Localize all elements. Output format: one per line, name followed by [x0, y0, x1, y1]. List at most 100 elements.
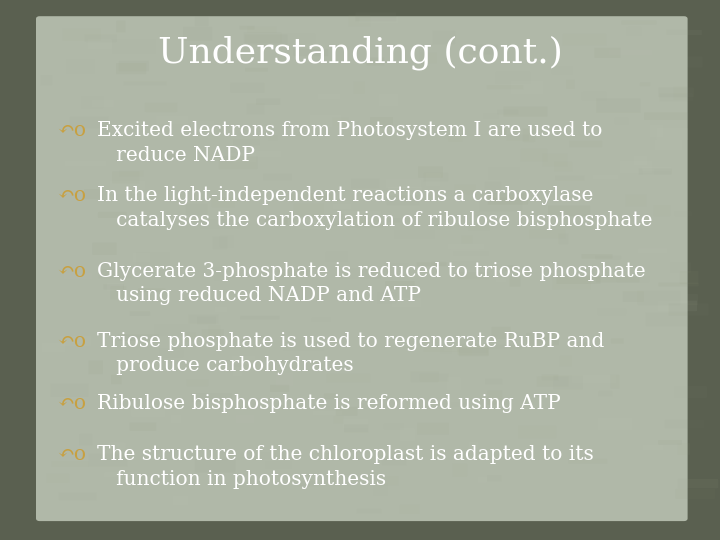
FancyBboxPatch shape — [642, 166, 671, 171]
Text: In the light-independent reactions a carboxylase
   catalyses the carboxylation : In the light-independent reactions a car… — [97, 186, 653, 230]
FancyBboxPatch shape — [572, 375, 616, 383]
FancyBboxPatch shape — [469, 225, 490, 231]
FancyBboxPatch shape — [104, 472, 138, 477]
FancyBboxPatch shape — [379, 93, 398, 106]
FancyBboxPatch shape — [385, 281, 415, 289]
FancyBboxPatch shape — [366, 57, 384, 66]
FancyBboxPatch shape — [680, 271, 698, 284]
FancyBboxPatch shape — [423, 173, 448, 181]
FancyBboxPatch shape — [247, 103, 264, 114]
FancyBboxPatch shape — [156, 116, 189, 125]
FancyBboxPatch shape — [46, 474, 69, 483]
FancyBboxPatch shape — [356, 12, 396, 21]
FancyBboxPatch shape — [318, 93, 340, 99]
FancyBboxPatch shape — [497, 110, 518, 114]
Text: Ribulose bisphosphate is reformed using ATP: Ribulose bisphosphate is reformed using … — [97, 394, 561, 413]
FancyBboxPatch shape — [459, 348, 489, 356]
FancyBboxPatch shape — [503, 106, 548, 117]
FancyBboxPatch shape — [79, 434, 92, 445]
FancyBboxPatch shape — [343, 211, 381, 216]
FancyBboxPatch shape — [596, 98, 641, 113]
FancyBboxPatch shape — [265, 216, 287, 224]
FancyBboxPatch shape — [417, 423, 449, 435]
FancyBboxPatch shape — [505, 265, 517, 271]
FancyBboxPatch shape — [523, 129, 535, 142]
FancyBboxPatch shape — [40, 75, 53, 85]
FancyBboxPatch shape — [296, 219, 324, 229]
FancyBboxPatch shape — [232, 356, 255, 364]
FancyBboxPatch shape — [643, 168, 654, 176]
Text: Glycerate 3-phosphate is reduced to triose phosphate
   using reduced NADP and A: Glycerate 3-phosphate is reduced to trio… — [97, 262, 646, 305]
FancyBboxPatch shape — [678, 479, 719, 488]
FancyBboxPatch shape — [330, 214, 345, 226]
FancyBboxPatch shape — [336, 407, 358, 416]
FancyBboxPatch shape — [495, 278, 506, 282]
Text: ↶o: ↶o — [58, 446, 86, 464]
FancyBboxPatch shape — [510, 81, 544, 94]
FancyBboxPatch shape — [510, 276, 521, 287]
FancyBboxPatch shape — [444, 339, 457, 352]
FancyBboxPatch shape — [294, 49, 328, 56]
FancyBboxPatch shape — [245, 35, 287, 44]
FancyBboxPatch shape — [195, 17, 209, 26]
Text: ↶o: ↶o — [58, 262, 86, 281]
FancyBboxPatch shape — [263, 173, 292, 180]
FancyBboxPatch shape — [669, 303, 708, 316]
FancyBboxPatch shape — [639, 168, 672, 174]
FancyBboxPatch shape — [553, 375, 583, 389]
FancyBboxPatch shape — [60, 335, 91, 347]
FancyBboxPatch shape — [52, 461, 89, 467]
FancyBboxPatch shape — [42, 343, 65, 353]
FancyBboxPatch shape — [623, 291, 644, 302]
Text: Excited electrons from Photosystem I are used to
   reduce NADP: Excited electrons from Photosystem I are… — [97, 122, 603, 165]
FancyBboxPatch shape — [637, 291, 680, 305]
FancyBboxPatch shape — [400, 428, 415, 441]
FancyBboxPatch shape — [50, 384, 89, 397]
Text: ↶o: ↶o — [58, 186, 86, 205]
Text: ↶o: ↶o — [58, 332, 86, 351]
FancyBboxPatch shape — [657, 128, 688, 140]
FancyBboxPatch shape — [103, 284, 124, 289]
FancyBboxPatch shape — [256, 98, 280, 105]
FancyBboxPatch shape — [518, 426, 556, 438]
FancyBboxPatch shape — [469, 442, 478, 449]
FancyBboxPatch shape — [112, 171, 140, 184]
FancyBboxPatch shape — [194, 459, 235, 472]
Text: ↶o: ↶o — [58, 394, 86, 413]
FancyBboxPatch shape — [658, 440, 682, 444]
FancyBboxPatch shape — [233, 139, 260, 145]
FancyBboxPatch shape — [270, 384, 289, 392]
FancyBboxPatch shape — [529, 230, 565, 239]
FancyBboxPatch shape — [245, 68, 268, 72]
FancyBboxPatch shape — [197, 317, 216, 325]
FancyBboxPatch shape — [299, 480, 317, 487]
FancyBboxPatch shape — [596, 277, 639, 282]
FancyBboxPatch shape — [638, 248, 667, 253]
FancyBboxPatch shape — [658, 87, 694, 97]
FancyBboxPatch shape — [447, 377, 461, 390]
FancyBboxPatch shape — [246, 151, 281, 157]
FancyBboxPatch shape — [611, 375, 619, 389]
FancyBboxPatch shape — [165, 154, 184, 158]
FancyBboxPatch shape — [480, 197, 522, 211]
FancyBboxPatch shape — [107, 442, 126, 449]
Text: Understanding (cont.): Understanding (cont.) — [158, 35, 562, 70]
FancyBboxPatch shape — [344, 424, 368, 433]
FancyBboxPatch shape — [359, 17, 398, 23]
FancyBboxPatch shape — [543, 153, 567, 167]
FancyBboxPatch shape — [410, 371, 439, 382]
FancyBboxPatch shape — [558, 233, 569, 244]
FancyBboxPatch shape — [247, 26, 276, 33]
Text: Triose phosphate is used to regenerate RuBP and
   produce carbohydrates: Triose phosphate is used to regenerate R… — [97, 332, 605, 375]
FancyBboxPatch shape — [548, 205, 590, 216]
FancyBboxPatch shape — [215, 307, 228, 312]
FancyBboxPatch shape — [233, 366, 243, 377]
FancyBboxPatch shape — [472, 341, 486, 355]
FancyBboxPatch shape — [642, 446, 663, 450]
FancyBboxPatch shape — [488, 193, 528, 205]
FancyBboxPatch shape — [84, 189, 102, 199]
FancyBboxPatch shape — [611, 339, 624, 343]
FancyBboxPatch shape — [644, 112, 688, 120]
FancyBboxPatch shape — [119, 61, 149, 71]
FancyBboxPatch shape — [598, 417, 632, 430]
